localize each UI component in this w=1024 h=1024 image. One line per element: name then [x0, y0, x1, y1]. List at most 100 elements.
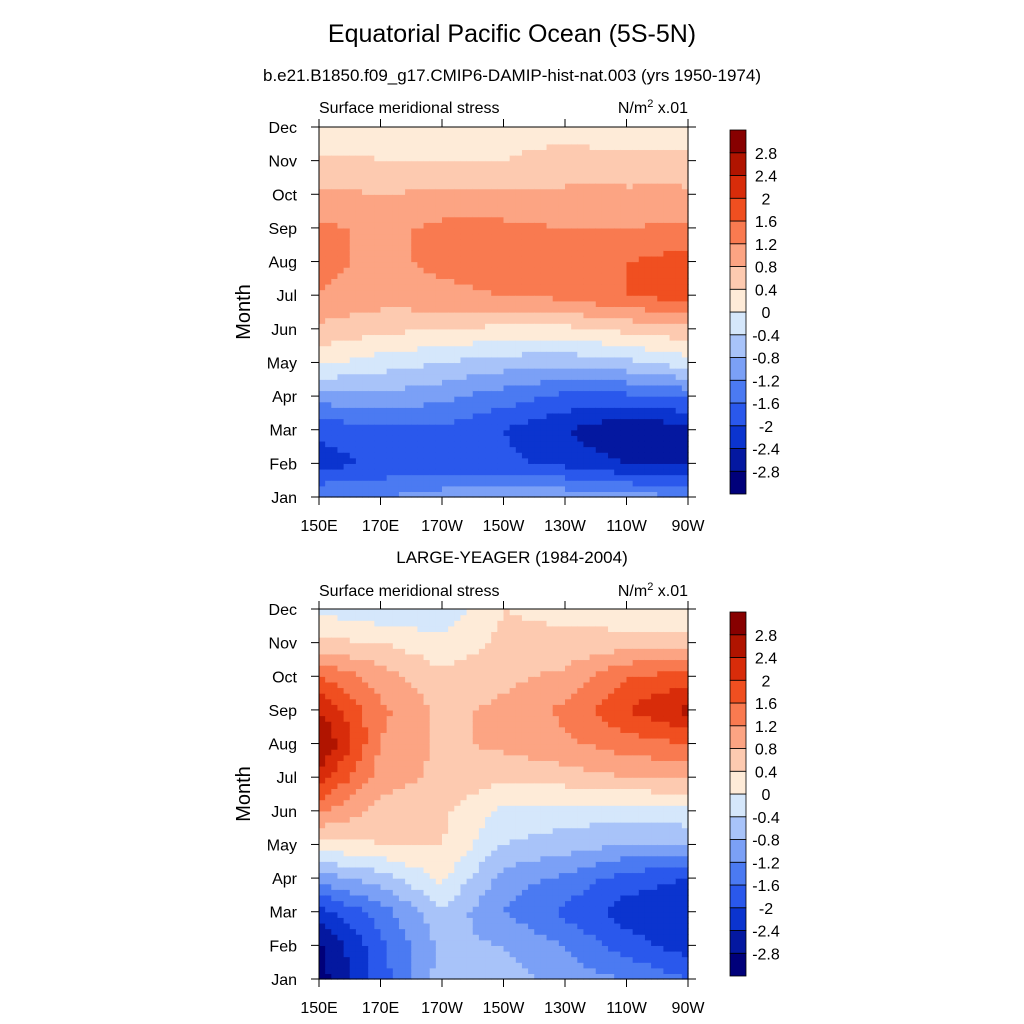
contour-cell [546, 183, 554, 190]
contour-cell [362, 345, 369, 352]
contour-cell [651, 435, 658, 442]
contour-cell [503, 328, 511, 336]
contour-cell [331, 805, 339, 812]
contour-cell [657, 412, 664, 420]
contour-cell [503, 244, 511, 251]
contour-cell [368, 491, 375, 498]
contour-cell [626, 351, 634, 358]
contour-cell [638, 194, 646, 201]
contour-cell [681, 138, 689, 145]
contour-cell [337, 424, 345, 431]
contour-cell [509, 491, 517, 498]
contour-cell [681, 205, 689, 212]
contour-cell [651, 401, 658, 408]
contour-cell [571, 491, 578, 498]
contour-cell [626, 132, 634, 139]
contour-cell [485, 312, 492, 319]
contour-cell [651, 166, 658, 173]
contour-cell [343, 149, 351, 156]
contour-cell [681, 306, 689, 313]
contour-cell [398, 250, 406, 257]
contour-cell [565, 312, 572, 319]
contour-cell [558, 289, 566, 296]
contour-cell [343, 250, 351, 257]
contour-cell [491, 446, 498, 453]
contour-cell [423, 166, 431, 173]
contour-cell [620, 317, 628, 324]
contour-cell [657, 138, 664, 145]
contour-cell [386, 379, 394, 386]
contour-cell [632, 356, 640, 364]
contour-cell [608, 183, 615, 190]
contour-cell [485, 424, 492, 431]
contour-cell [337, 911, 345, 918]
contour-cell [552, 250, 560, 257]
contour-cell [515, 384, 523, 392]
contour-cell [614, 295, 621, 302]
contour-cell [325, 866, 332, 874]
contour-cell [540, 199, 548, 207]
contour-cell [620, 283, 628, 291]
contour-cell [362, 474, 369, 481]
contour-cell [583, 188, 591, 195]
contour-cell [423, 261, 431, 268]
contour-cell [423, 485, 431, 492]
contour-cell [448, 334, 455, 341]
contour-cell [565, 440, 572, 448]
contour-cell [331, 418, 339, 425]
contour-cell [478, 171, 486, 179]
contour-cell [614, 435, 621, 442]
contour-cell [355, 261, 363, 268]
contour-cell [608, 412, 615, 420]
contour-cell [460, 188, 468, 195]
contour-cell [644, 446, 652, 453]
contour-cell [368, 155, 375, 162]
contour-cell [583, 491, 591, 498]
contour-cell [601, 485, 609, 492]
contour-cell [632, 368, 640, 375]
contour-cell [392, 681, 400, 689]
contour-cell [540, 491, 548, 498]
contour-cell [392, 407, 400, 414]
contour-cell [626, 384, 634, 392]
contour-cell [448, 317, 455, 324]
contour-cell [392, 670, 400, 677]
contour-cell [362, 289, 369, 296]
contour-cell [398, 345, 406, 352]
contour-cell [368, 312, 375, 319]
contour-cell [681, 211, 689, 218]
contour-cell [331, 289, 339, 296]
contour-cell [491, 138, 498, 145]
contour-cell [362, 765, 369, 773]
contour-cell [534, 351, 541, 358]
contour-cell [349, 323, 357, 330]
contour-cell [546, 452, 554, 459]
colorbar-box [729, 175, 747, 199]
contour-cell [657, 188, 664, 195]
colorbar-label: 0.8 [755, 260, 777, 277]
contour-cell [448, 379, 455, 386]
contour-cell [355, 726, 363, 733]
contour-cell [448, 233, 455, 240]
contour-cell [485, 412, 492, 420]
contour-cell [478, 188, 486, 195]
contour-cell [380, 362, 388, 369]
contour-cell [601, 227, 609, 235]
contour-cell [380, 368, 388, 375]
contour-cell [392, 939, 400, 946]
contour-cell [442, 244, 449, 251]
contour-cell [663, 127, 671, 134]
contour-cell [429, 177, 437, 184]
contour-cell [349, 939, 357, 946]
contour-cell [577, 300, 585, 307]
contour-cell [423, 491, 431, 498]
contour-cell [515, 312, 523, 319]
contour-cell [509, 373, 517, 380]
contour-cell [608, 127, 615, 134]
contour-cell [663, 340, 671, 347]
contour-cell [368, 844, 375, 851]
contour-cell [349, 183, 357, 190]
contour-cell [405, 143, 412, 151]
contour-cell [343, 452, 351, 459]
contour-cell [534, 328, 541, 336]
